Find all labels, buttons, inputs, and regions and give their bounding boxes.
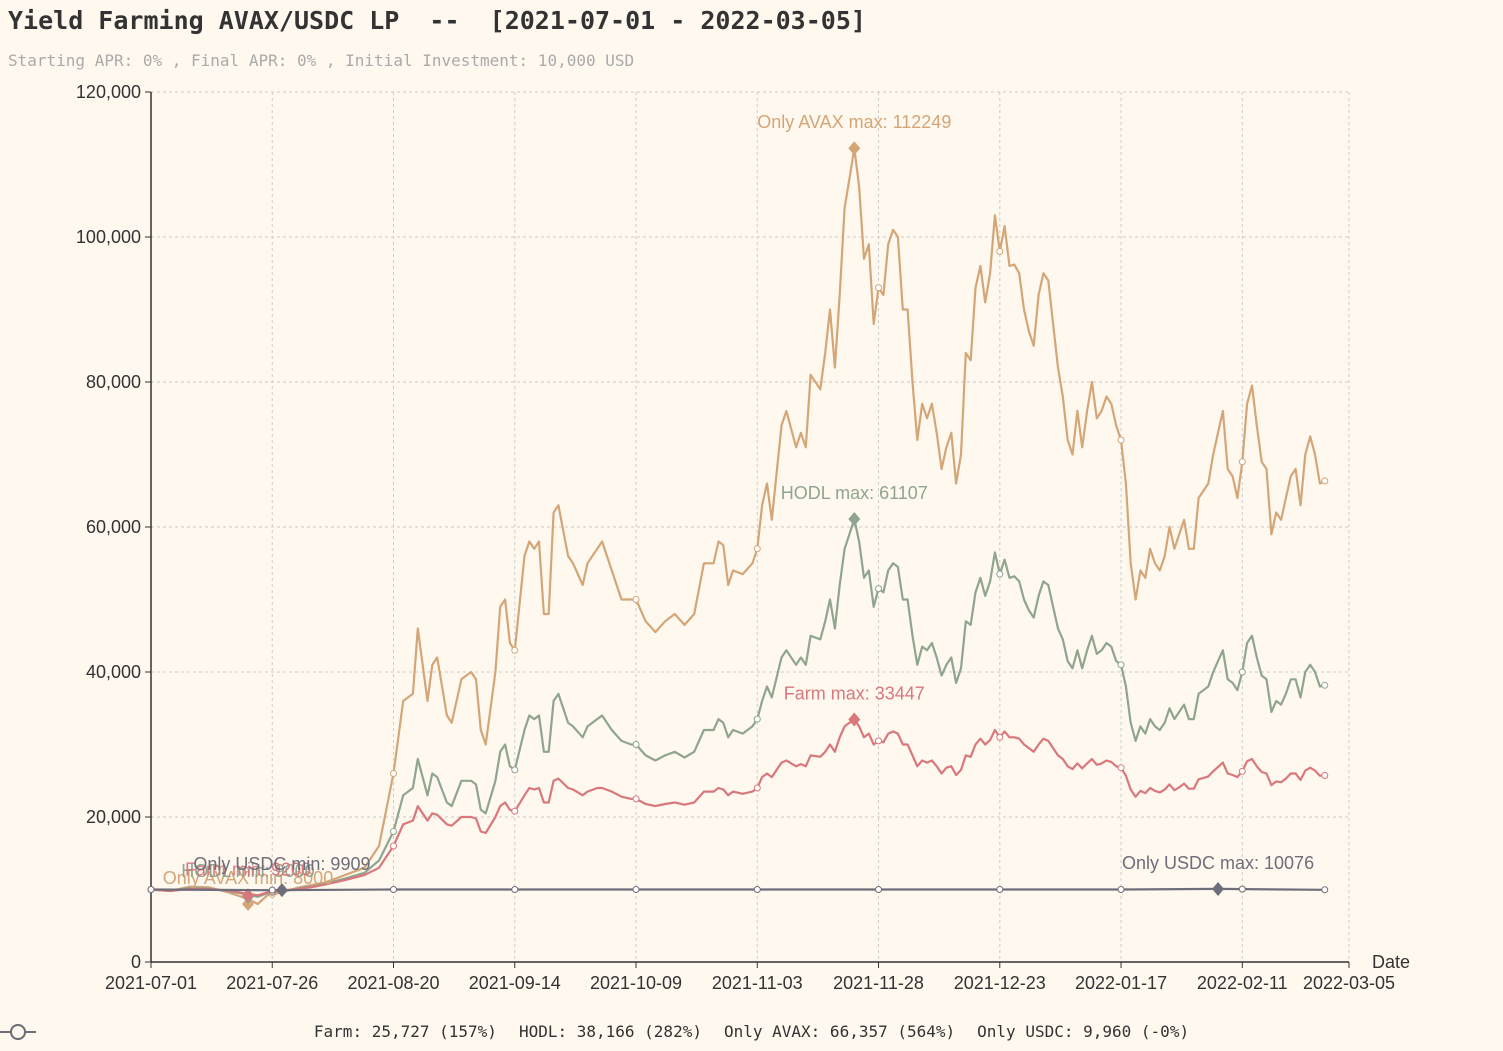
series-point-hodl bbox=[632, 741, 640, 748]
axes: 0 20,000 40,000 60,000 80,000 100,000 120,000 2… bbox=[76, 82, 1395, 993]
min-label-hodl: HODL min: 9000 bbox=[181, 861, 314, 881]
y-tick-label: 40,000 bbox=[86, 662, 141, 682]
series-point-only-avax bbox=[1117, 436, 1125, 444]
max-label-only-usdc: Only USDC max: 10076 bbox=[1122, 853, 1314, 873]
series-point-only-avax bbox=[511, 646, 519, 654]
x-tick-label: 2022-02-11 bbox=[1197, 973, 1288, 993]
series-point-only-avax bbox=[875, 284, 883, 292]
series-point-only-usdc bbox=[390, 886, 398, 893]
legend-item-hodl[interactable]: HODL: 38,166 (282%) bbox=[0, 1022, 702, 1041]
x-axis-label: Date bbox=[1372, 952, 1410, 972]
x-tick-label: 2021-11-28 bbox=[833, 973, 924, 993]
series-point-farm bbox=[996, 733, 1004, 741]
max-marker-only-usdc bbox=[1212, 881, 1225, 896]
series-point-only-usdc bbox=[268, 886, 276, 894]
x-tick-label: 2021-11-03 bbox=[712, 973, 803, 993]
min-marker-farm bbox=[242, 888, 255, 903]
y-tick-label: 100,000 bbox=[76, 227, 141, 247]
grid-lines bbox=[150, 91, 1350, 962]
max-marker-only-avax bbox=[848, 141, 861, 156]
series-point-farm bbox=[1321, 771, 1329, 779]
x-tick-label: 2021-12-23 bbox=[954, 973, 1046, 993]
min-label-only-usdc: Only USDC min: 9909 bbox=[193, 854, 370, 874]
series-point-only-usdc bbox=[1117, 886, 1125, 893]
series-point-only-usdc bbox=[753, 886, 761, 893]
min-label-only-avax: Only AVAX min: 8000 bbox=[163, 868, 333, 888]
series-line-farm bbox=[150, 718, 1325, 897]
series-point-only-usdc bbox=[875, 886, 883, 893]
x-tick-label: 2021-08-20 bbox=[347, 973, 439, 993]
series-point-farm bbox=[390, 842, 398, 850]
y-tick-label: 60,000 bbox=[86, 517, 141, 537]
legend-label: Farm: 25,727 (157%) bbox=[313, 1022, 497, 1041]
series-point-only-avax bbox=[996, 248, 1004, 255]
series-layer bbox=[147, 141, 1329, 911]
max-label-farm: Farm max: 33447 bbox=[784, 684, 925, 704]
series-point-only-usdc bbox=[1321, 886, 1329, 894]
max-marker-hodl bbox=[848, 511, 861, 526]
legend-label: Only AVAX: 66,357 (564%) bbox=[723, 1022, 956, 1041]
series-point-only-usdc bbox=[996, 886, 1004, 893]
min-label-farm: Farm min: 9200 bbox=[185, 859, 311, 879]
series-point-hodl bbox=[1117, 661, 1125, 669]
x-tick-label: 2022-03-05 bbox=[1303, 973, 1395, 993]
legend: Farm: 25,727 (157%) HODL: 38,166 (282%) … bbox=[0, 1022, 1503, 1041]
series-point-farm bbox=[1117, 764, 1125, 772]
series-point-farm bbox=[511, 807, 519, 815]
max-marker-farm bbox=[848, 712, 861, 727]
series-point-only-avax bbox=[390, 770, 398, 777]
y-tick-label: 0 bbox=[131, 952, 141, 972]
legend-label: Only USDC: 9,960 (-0%) bbox=[977, 1022, 1190, 1041]
max-label-hodl: HODL max: 61107 bbox=[781, 483, 928, 503]
series-point-only-avax bbox=[1321, 477, 1329, 485]
series-point-farm bbox=[753, 784, 761, 792]
series-point-only-usdc bbox=[147, 886, 155, 893]
chart-subtitle: Starting APR: 0% , Final APR: 0% , Initi… bbox=[8, 51, 635, 70]
series-point-hodl bbox=[753, 715, 761, 723]
series-point-hodl bbox=[875, 585, 883, 593]
y-tick-label: 20,000 bbox=[86, 807, 141, 827]
series-line-only-usdc bbox=[150, 887, 1325, 892]
series-point-farm bbox=[632, 795, 640, 803]
legend-label: HODL: 38,166 (282%) bbox=[518, 1022, 702, 1041]
legend-item-only-avax[interactable]: Only AVAX: 66,357 (564%) bbox=[0, 1022, 956, 1041]
series-point-hodl bbox=[511, 766, 519, 774]
series-line-hodl bbox=[150, 517, 1325, 898]
series-point-only-avax bbox=[1238, 458, 1246, 466]
series-point-hodl bbox=[390, 828, 398, 835]
series-point-only-usdc bbox=[1238, 885, 1246, 893]
x-tick-label: 2021-09-14 bbox=[469, 973, 561, 993]
legend-line-icon bbox=[0, 1024, 36, 1040]
mark-labels: Only AVAX max: 112249 Only AVAX min: 8000… bbox=[163, 112, 1314, 888]
series-point-hodl bbox=[1238, 668, 1246, 676]
max-label-only-avax: Only AVAX max: 112249 bbox=[757, 112, 951, 132]
x-tick-label: 2021-07-26 bbox=[226, 973, 318, 993]
y-tick-label: 80,000 bbox=[86, 372, 141, 392]
series-point-farm bbox=[1238, 767, 1246, 775]
x-tick-label: 2022-01-17 bbox=[1075, 973, 1167, 993]
series-point-only-usdc bbox=[632, 886, 640, 893]
series-point-only-avax bbox=[632, 596, 640, 603]
series-line-only-avax bbox=[150, 147, 1326, 906]
min-marker-only-avax bbox=[242, 897, 255, 911]
series-point-only-avax bbox=[753, 545, 761, 553]
legend-item-farm[interactable]: Farm: 25,727 (157%) bbox=[0, 1022, 497, 1041]
chart-title: Yield Farming AVAX/USDC LP -- [2021-07-0… bbox=[8, 6, 866, 35]
series-point-hodl bbox=[996, 570, 1004, 578]
series-point-only-usdc bbox=[511, 886, 519, 893]
x-tick-label: 2021-07-01 bbox=[105, 973, 197, 993]
chart-plot: 0 20,000 40,000 60,000 80,000 100,000 120,000 2… bbox=[76, 82, 1410, 993]
series-point-hodl bbox=[1321, 681, 1329, 689]
min-marker-only-usdc bbox=[275, 883, 288, 898]
x-tick-label: 2021-10-09 bbox=[590, 973, 682, 993]
legend-item-only-usdc[interactable]: Only USDC: 9,960 (-0%) bbox=[0, 1022, 1190, 1041]
series-point-farm bbox=[875, 737, 883, 745]
y-tick-label: 120,000 bbox=[76, 82, 141, 102]
